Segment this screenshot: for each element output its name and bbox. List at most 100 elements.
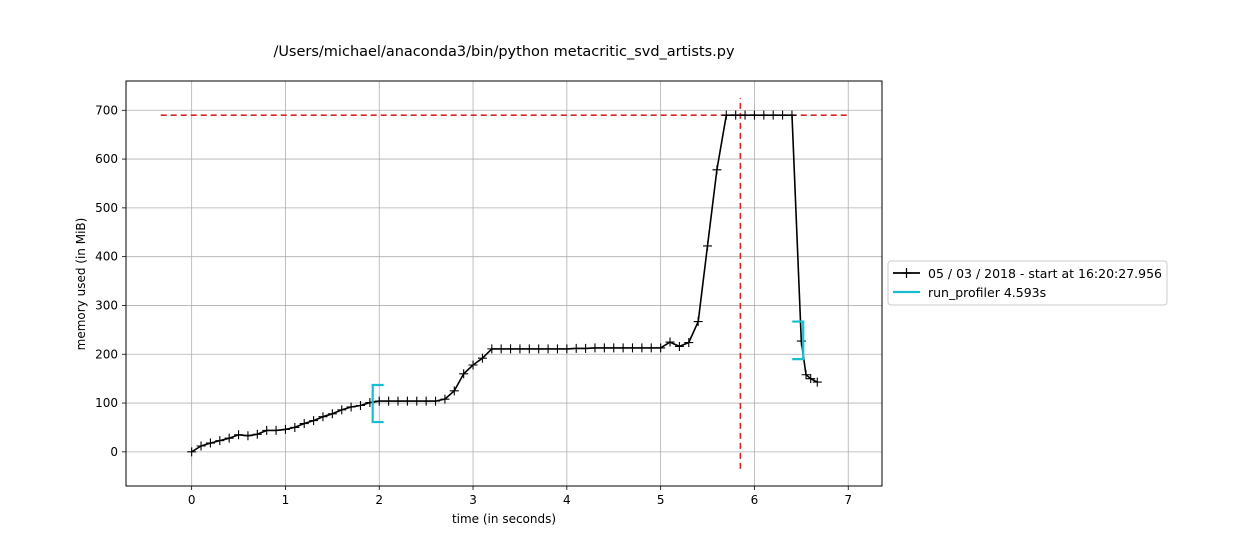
legend-series-marker	[901, 268, 912, 278]
data-point	[778, 110, 788, 120]
data-point	[609, 343, 619, 353]
data-point	[552, 344, 562, 354]
function-start-bracket	[371, 383, 384, 424]
data-point	[684, 338, 694, 348]
data-point	[215, 436, 225, 446]
data-point	[506, 344, 516, 354]
x-axis-label: time (in seconds)	[452, 512, 556, 526]
data-point	[421, 396, 431, 406]
x-tick-label: 3	[469, 493, 477, 507]
axis-ticks: 0 1 2 3 4 5 6 7 0 100 200 300 400 500 600 700	[95, 103, 852, 507]
data-point	[562, 344, 572, 354]
x-tick-label: 6	[751, 493, 759, 507]
data-point	[646, 343, 656, 353]
data-point	[806, 374, 816, 384]
data-point	[787, 110, 797, 120]
y-tick-label: 700	[95, 103, 118, 117]
legend: 05 / 03 / 2018 - start at 16:20:27.956 r…	[887, 260, 1168, 306]
legend-series-label: 05 / 03 / 2018 - start at 16:20:27.956	[928, 266, 1162, 281]
y-tick-label: 200	[95, 347, 118, 361]
data-point	[812, 377, 822, 387]
data-point	[534, 344, 544, 354]
data-point	[290, 422, 300, 432]
data-point	[712, 165, 722, 175]
data-point	[412, 396, 422, 406]
y-tick-label: 0	[110, 445, 118, 459]
data-point	[459, 369, 469, 379]
y-tick-label: 500	[95, 201, 118, 215]
data-point	[731, 110, 741, 120]
data-point	[224, 433, 234, 443]
data-point	[374, 396, 384, 406]
data-point	[262, 425, 272, 435]
data-point	[581, 343, 591, 353]
data-point	[665, 337, 675, 347]
data-point	[637, 343, 647, 353]
x-tick-label: 7	[844, 493, 852, 507]
data-point	[656, 343, 666, 353]
peak-lines	[160, 98, 849, 469]
data-point	[402, 396, 412, 406]
data-point	[487, 344, 497, 354]
data-point	[384, 396, 394, 406]
data-point	[187, 447, 197, 457]
data-point	[346, 402, 356, 412]
data-point	[515, 344, 525, 354]
data-point	[234, 430, 244, 440]
x-tick-label: 4	[563, 493, 571, 507]
x-tick-label: 0	[188, 493, 196, 507]
data-point	[590, 343, 600, 353]
function-end-bracket	[792, 320, 805, 361]
grid-lines	[126, 81, 882, 486]
data-point	[674, 341, 684, 351]
data-point	[628, 343, 638, 353]
data-point	[431, 396, 441, 406]
data-point	[703, 241, 713, 251]
data-point	[543, 344, 553, 354]
x-tick-label: 1	[282, 493, 290, 507]
data-point	[477, 353, 487, 363]
legend-box	[887, 260, 1168, 306]
y-tick-label: 400	[95, 250, 118, 264]
data-point	[524, 344, 534, 354]
data-point	[796, 336, 806, 346]
data-point	[618, 343, 628, 353]
data-point	[299, 419, 309, 429]
data-point	[196, 441, 206, 451]
data-point	[309, 416, 319, 426]
series-group	[187, 110, 822, 457]
data-point	[337, 405, 347, 415]
data-point	[205, 438, 215, 448]
y-tick-label: 600	[95, 152, 118, 166]
x-tick-label: 5	[657, 493, 665, 507]
y-tick-label: 100	[95, 396, 118, 410]
data-point	[740, 110, 750, 120]
plot-frame	[125, 80, 883, 487]
data-point	[749, 110, 759, 120]
data-point	[440, 394, 450, 404]
data-point	[468, 360, 478, 370]
data-point	[449, 386, 459, 396]
chart-title: /Users/michael/anaconda3/bin/python meta…	[273, 44, 735, 60]
data-point	[318, 412, 328, 422]
legend-function-label: run_profiler 4.593s	[928, 285, 1046, 300]
x-tick-label: 2	[375, 493, 383, 507]
y-axis-label: memory used (in MiB)	[74, 218, 88, 351]
data-point	[280, 424, 290, 434]
data-point	[327, 409, 337, 419]
data-point	[801, 370, 811, 380]
function-markers	[371, 320, 805, 424]
data-point	[271, 425, 281, 435]
data-point	[571, 343, 581, 353]
data-point	[759, 110, 769, 120]
data-point	[355, 400, 365, 410]
data-point	[721, 110, 731, 120]
data-point	[693, 317, 703, 327]
data-point	[393, 396, 403, 406]
data-point	[243, 431, 253, 441]
y-tick-label: 300	[95, 298, 118, 312]
data-point	[252, 429, 262, 439]
data-point	[496, 344, 506, 354]
data-point	[599, 343, 609, 353]
data-point	[768, 110, 778, 120]
